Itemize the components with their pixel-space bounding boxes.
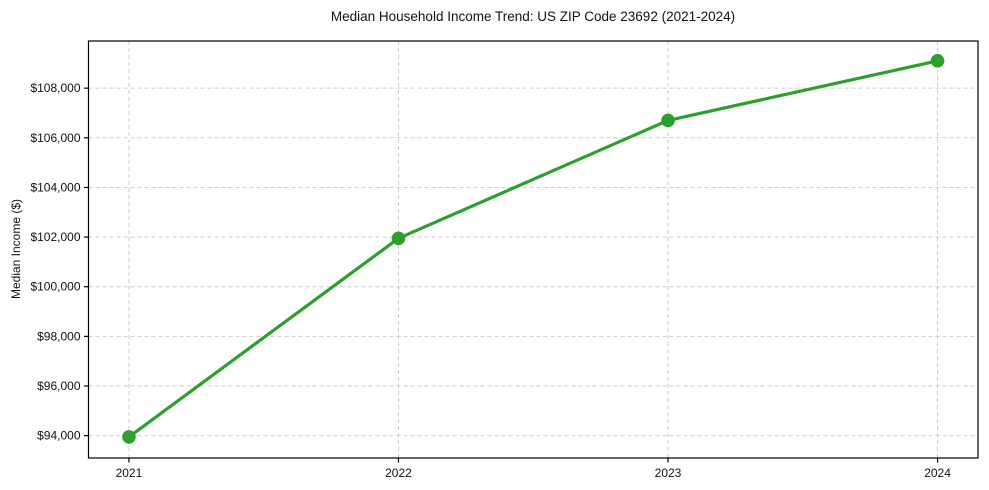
y-tick-label: $94,000 <box>37 429 81 443</box>
y-tick-label: $104,000 <box>30 180 80 194</box>
x-tick-label: 2023 <box>655 466 682 480</box>
x-tick-label: 2021 <box>116 466 143 480</box>
y-tick-label: $98,000 <box>37 329 81 343</box>
y-tick-label: $96,000 <box>37 379 81 393</box>
plot-border <box>87 40 979 459</box>
y-tick-label: $106,000 <box>30 131 80 145</box>
y-tick-label: $100,000 <box>30 280 80 294</box>
y-tick-label: $102,000 <box>30 230 80 244</box>
x-tick-label: 2022 <box>385 466 412 480</box>
data-point <box>122 430 136 444</box>
y-tick-label: $108,000 <box>30 81 80 95</box>
data-point <box>930 54 945 68</box>
chart-title: Median Household Income Trend: US ZIP Co… <box>330 9 736 24</box>
x-tick-label: 2024 <box>924 466 951 480</box>
data-point <box>661 113 675 128</box>
data-point <box>391 231 406 246</box>
trend-line <box>127 59 940 439</box>
